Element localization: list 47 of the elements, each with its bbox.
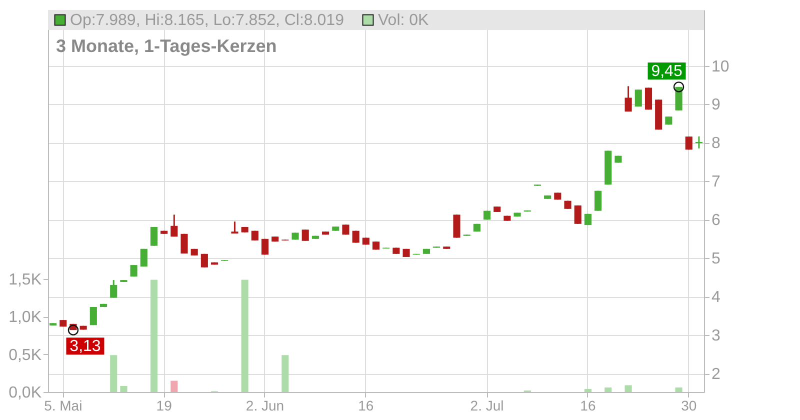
candlestick <box>594 190 602 212</box>
y-tick-label: 2 <box>712 366 720 384</box>
y-tick-label: 6 <box>712 212 720 230</box>
y-tick-label: 9 <box>712 96 720 114</box>
x-tick-label: 30 <box>681 398 697 414</box>
candlestick <box>110 279 118 298</box>
bar <box>110 355 118 392</box>
candlestick <box>453 214 460 238</box>
picture-readout-header: Op:7.989, Hi:8.165, Lo:7.852, Cl:8.019 <box>70 12 344 29</box>
y-tick-label: 4 <box>712 289 720 306</box>
y-tick-label: 7 <box>712 174 720 191</box>
y2-tick-label: 0,5K <box>8 346 42 364</box>
bar <box>241 280 248 392</box>
candlestick <box>150 226 158 247</box>
bar <box>675 387 682 392</box>
y-tick-label: 10 <box>712 58 730 76</box>
text: 3 Monate, 1-Tages-Kerzen <box>56 36 277 56</box>
bar <box>584 388 592 392</box>
candlestick <box>200 253 208 268</box>
annotation: 3,13 <box>70 338 101 356</box>
candlestick <box>170 214 178 238</box>
bar <box>624 385 632 392</box>
bar <box>282 355 289 392</box>
annotation: 9,45 <box>651 62 682 80</box>
x-tick-label: 16 <box>580 398 596 414</box>
y-tick-label: 8 <box>712 135 720 152</box>
candlestick <box>574 204 582 225</box>
bar <box>170 380 178 392</box>
y2-tick-label: 1,0K <box>8 309 42 326</box>
bar <box>604 387 612 392</box>
bar <box>150 280 158 392</box>
candlestick <box>634 88 642 108</box>
x-tick-label: 19 <box>156 398 172 414</box>
bar <box>120 386 128 392</box>
x-tick-label: 2. Jun <box>246 398 284 414</box>
y2-tick-label: 0,0K <box>8 384 42 402</box>
candlestick <box>685 136 692 150</box>
x-tick-label: 5. Mai <box>44 398 82 414</box>
picture-readout-header: Vol: 0K <box>378 12 429 29</box>
x-tick-label: 16 <box>358 398 374 414</box>
y-tick-label: 3 <box>712 328 720 345</box>
candlestick <box>302 228 309 242</box>
x-tick-label: 2. Jul <box>470 398 504 414</box>
candlestick <box>624 85 632 112</box>
y2-tick-label: 1,5K <box>8 271 42 288</box>
y-tick-label: 5 <box>712 250 720 268</box>
candlestick <box>644 86 652 110</box>
